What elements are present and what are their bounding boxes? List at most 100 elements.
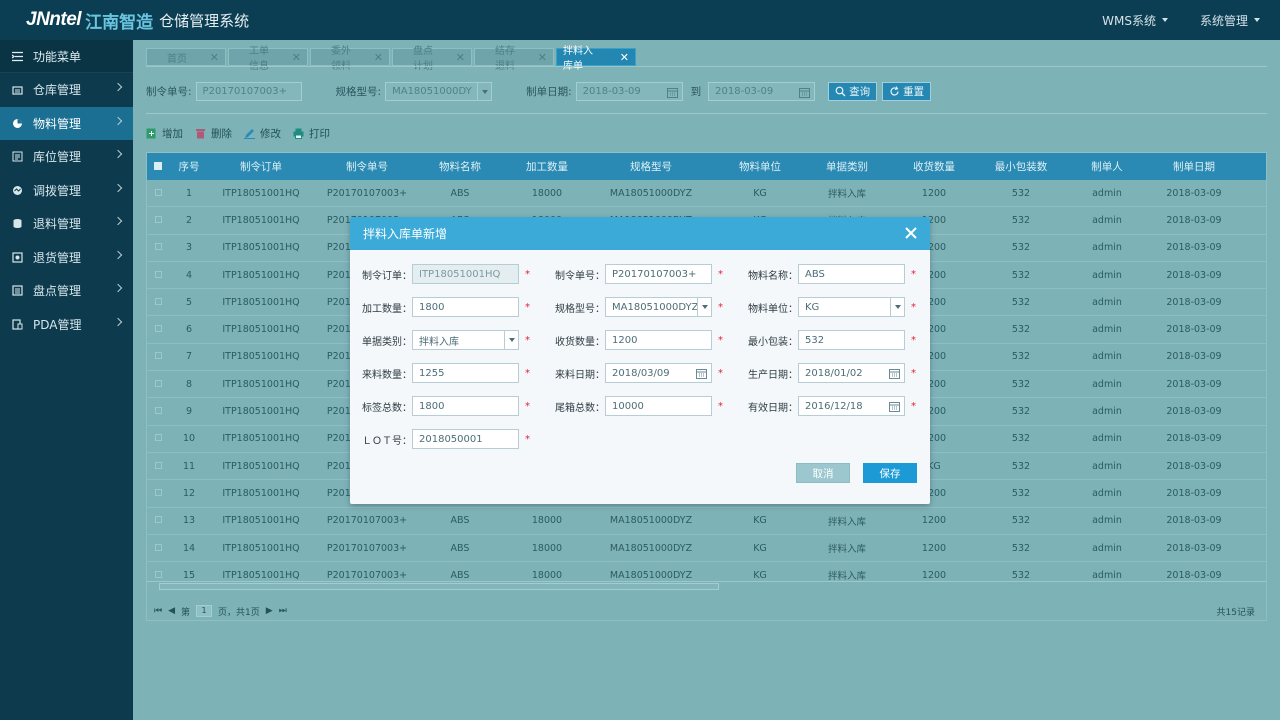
column-header[interactable]: 制单日期 [1173, 161, 1215, 173]
query-button[interactable]: 查询 [828, 81, 878, 101]
column-header[interactable]: 制令单号 [346, 161, 388, 173]
prod-date-picker[interactable]: 2018/01/02 [798, 363, 905, 383]
row-checkbox[interactable] [147, 515, 169, 526]
table-cell: admin [1092, 433, 1122, 445]
row-checkbox[interactable] [147, 543, 169, 554]
close-icon[interactable]: ✕ [455, 50, 465, 64]
row-checkbox[interactable] [147, 242, 169, 253]
close-icon[interactable]: ✕ [373, 50, 383, 64]
tab-inventory-plan[interactable]: 盘点计划 ✕ [392, 46, 472, 72]
next-page-icon[interactable]: ▶ [265, 606, 273, 616]
sidebar-item-transfer[interactable]: 调拨管理 [0, 174, 133, 208]
order-no-input[interactable]: P20170107003+ [195, 81, 302, 101]
table-row[interactable]: 13 ITP18051001HQ P20170107003+ ABS 18000 MA18… [147, 508, 1266, 535]
search-icon [835, 86, 846, 96]
table-row[interactable]: 1 ITP18051001HQ P20170107003+ ABS 18000 MA180… [147, 180, 1266, 208]
page-number-input[interactable]: 1 [196, 605, 213, 617]
batch-no-field[interactable]: P20170107003+ [605, 264, 712, 284]
row-checkbox[interactable] [147, 570, 169, 581]
process-qty-field[interactable]: 1800 [412, 297, 519, 317]
row-checkbox[interactable] [147, 488, 169, 499]
field-spec: 规格型号： MA18051000DYZ * [555, 297, 724, 317]
column-header[interactable]: 最小包装数 [994, 161, 1048, 173]
row-checkbox[interactable] [147, 433, 169, 444]
chevron-right-icon [113, 317, 123, 326]
close-icon[interactable]: ✕ [619, 50, 629, 64]
sidebar-item-location[interactable]: 库位管理 [0, 140, 133, 174]
unit-select[interactable]: KG [798, 297, 905, 317]
calendar-icon[interactable] [889, 401, 900, 412]
doc-type-select[interactable]: 拌料入库 [412, 330, 519, 350]
expiry-date-picker[interactable]: 2016/12/18 [798, 396, 905, 416]
delete-button[interactable]: 删除 [195, 126, 232, 141]
tail-total-field[interactable]: 10000 [605, 396, 712, 416]
material-name-field[interactable]: ABS [798, 264, 905, 284]
sidebar-item-material[interactable]: 物料管理 [0, 106, 133, 140]
incoming-date-picker[interactable]: 2018/03/09 [605, 363, 712, 383]
column-header[interactable]: 序号 [178, 161, 200, 173]
row-checkbox[interactable] [147, 461, 169, 472]
prev-page-icon[interactable]: ◀ [168, 606, 176, 616]
calendar-icon[interactable] [696, 368, 707, 379]
cancel-button[interactable]: 取消 [796, 463, 850, 483]
horizontal-scrollbar[interactable] [147, 581, 1266, 591]
date-from-input[interactable]: 2018-03-09 [575, 81, 683, 101]
required-mark: * [525, 400, 530, 412]
tab-mixing-inbound[interactable]: 拌料入库单 ✕ [556, 46, 636, 72]
column-header[interactable]: 加工数量 [526, 161, 568, 173]
column-header[interactable]: 物料名称 [439, 161, 481, 173]
spec-select[interactable]: MA18051000DYZ [605, 297, 712, 317]
row-checkbox[interactable] [147, 406, 169, 417]
tab-outsource[interactable]: 委外领料 ✕ [310, 46, 390, 72]
first-page-icon[interactable]: ⏮ [154, 606, 163, 616]
row-checkbox[interactable] [147, 270, 169, 281]
reset-button[interactable]: 重置 [882, 81, 932, 101]
tab-work-order[interactable]: 工单信息 ✕ [228, 46, 308, 72]
date-to-input[interactable]: 2018-03-09 [708, 81, 816, 101]
sidebar-item-warehouse[interactable]: 仓库管理 [0, 73, 133, 107]
sidebar-header[interactable]: 功能菜单 [0, 40, 133, 73]
table-row[interactable]: 14 ITP18051001HQ P20170107003+ ABS 18000 MA18… [147, 535, 1266, 563]
row-checkbox[interactable] [147, 351, 169, 362]
column-header[interactable]: 物料单位 [739, 161, 781, 173]
close-icon[interactable]: ✕ [537, 50, 547, 64]
close-icon[interactable]: ✕ [291, 50, 301, 64]
calendar-icon[interactable] [889, 368, 900, 379]
select-all-checkbox[interactable] [147, 161, 169, 173]
last-page-icon[interactable]: ⏭ [278, 606, 287, 616]
top-menu-system[interactable]: 系统管理 [1200, 12, 1260, 29]
close-icon[interactable]: ✕ [209, 50, 219, 64]
sidebar-item-return-material[interactable]: 退料管理 [0, 207, 133, 241]
add-button[interactable]: 增加 [146, 126, 183, 141]
incoming-qty-field[interactable]: 1255 [412, 363, 519, 383]
lot-no-field[interactable]: 2018050001 [412, 429, 519, 449]
save-button[interactable]: 保存 [863, 463, 917, 483]
sidebar-item-return-goods[interactable]: 退货管理 [0, 241, 133, 275]
top-menu-wms[interactable]: WMS系统 [1102, 12, 1168, 29]
required-mark: * [911, 367, 916, 379]
label-total-field[interactable]: 1800 [412, 396, 519, 416]
top-header: JNntel 江南智造 仓储管理系统 WMS系统 系统管理 [0, 0, 1280, 40]
min-pack-field[interactable]: 532 [798, 330, 905, 350]
row-checkbox[interactable] [147, 188, 169, 199]
table-cell: 6 [185, 324, 193, 336]
row-checkbox[interactable] [147, 297, 169, 308]
column-header[interactable]: 制单人 [1091, 161, 1123, 173]
tab-balance-return[interactable]: 结存退料 ✕ [474, 46, 554, 72]
row-checkbox[interactable] [147, 215, 169, 226]
scrollbar-thumb[interactable] [159, 583, 719, 590]
row-checkbox[interactable] [147, 324, 169, 335]
column-header[interactable]: 收货数量 [913, 161, 955, 173]
spec-select[interactable]: MA18051000DY [385, 81, 493, 101]
column-header[interactable]: 规格型号 [630, 161, 672, 173]
column-header[interactable]: 制令订单 [240, 161, 282, 173]
print-button[interactable]: 打印 [293, 126, 330, 141]
column-header[interactable]: 单据类别 [826, 161, 868, 173]
row-checkbox[interactable] [147, 379, 169, 390]
sidebar-item-inventory[interactable]: 盘点管理 [0, 274, 133, 308]
recv-qty-field[interactable]: 1200 [605, 330, 712, 350]
edit-button[interactable]: 修改 [244, 126, 281, 141]
tab-home[interactable]: 首页 ✕ [146, 48, 226, 66]
close-icon[interactable] [904, 226, 918, 240]
sidebar-item-pda[interactable]: PDA管理 [0, 308, 133, 342]
